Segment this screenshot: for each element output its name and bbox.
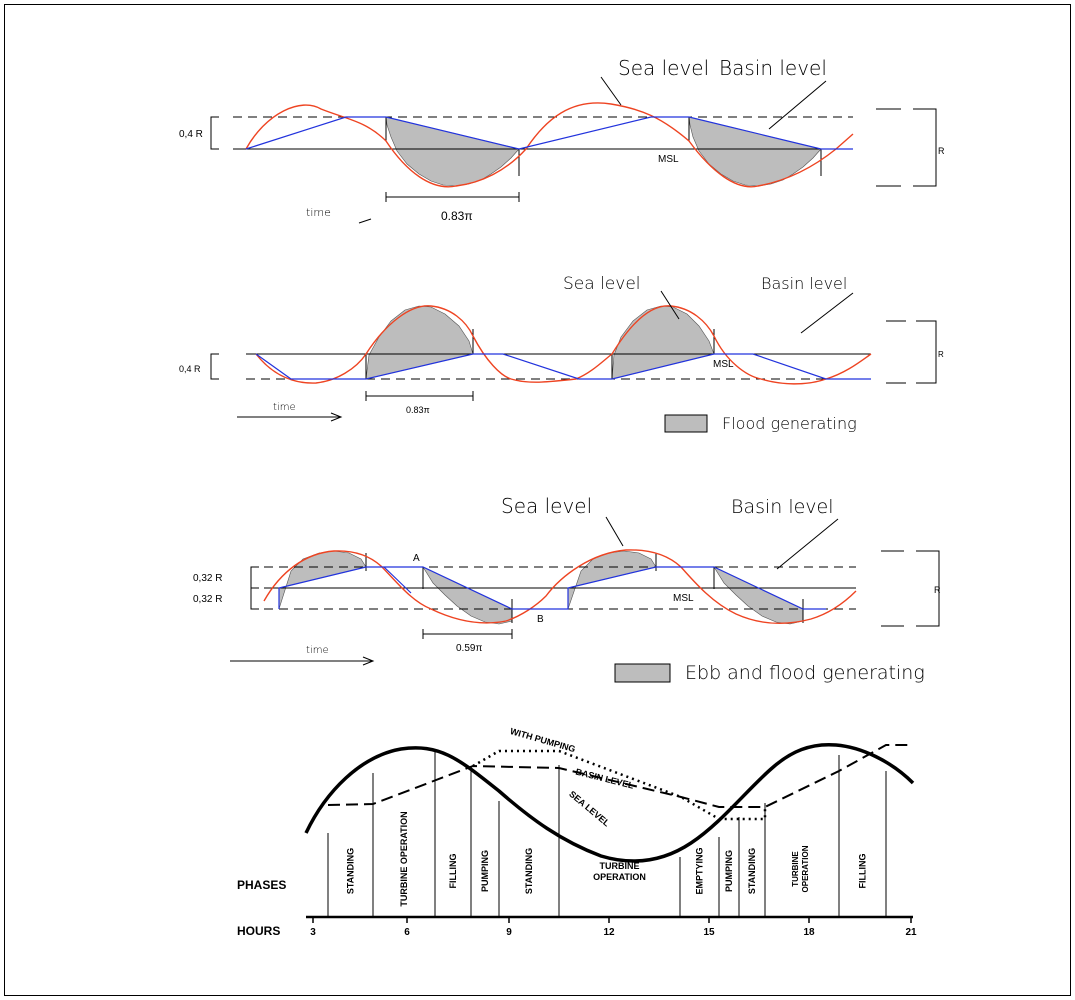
legend-swatch <box>664 414 708 433</box>
phase-label: STANDING <box>524 848 534 894</box>
time-label: time <box>306 645 329 656</box>
msl-label: MSL <box>658 154 679 165</box>
sea-level-leader <box>660 290 680 320</box>
range-bracket <box>886 320 937 384</box>
figure-frame: 0,4 R R Sea level Basin level MSL 0.83π … <box>4 4 1071 996</box>
phase-label: TURBINE <box>791 851 800 887</box>
basin-level-curve <box>245 116 853 150</box>
duration-label: 0.83π <box>441 209 473 223</box>
sea-level-label: Sea level <box>501 494 592 518</box>
panel-ebb-flood-generation: 0,32 R 0,32 R R Sea level Basin level MS… <box>193 494 941 684</box>
phase-label: FILLING <box>448 854 458 889</box>
head-bracket <box>210 116 219 150</box>
sea-level-curve <box>304 742 915 863</box>
legend-label: Ebb and flood generating <box>685 662 925 684</box>
duration-label: 0.59π <box>456 643 482 654</box>
phase-label: PUMPING <box>724 850 734 892</box>
hour-tick-label: 3 <box>310 927 316 938</box>
range-label: R <box>934 585 941 595</box>
hour-tick-label: 15 <box>703 927 715 938</box>
hour-ticks: 3 6 9 12 15 18 21 <box>310 917 917 938</box>
head-bracket <box>210 353 219 380</box>
basin-level-curve <box>327 744 913 808</box>
sea-level-label: SEA LEVEL <box>567 789 612 829</box>
sea-level-leader <box>605 516 624 547</box>
sea-level-label: Sea level <box>563 274 641 294</box>
generation-area <box>385 116 520 187</box>
time-arrow <box>237 412 343 422</box>
phase-label: OPERATION <box>593 872 646 882</box>
generation-area <box>713 566 804 625</box>
generation-area <box>422 566 513 625</box>
basin-level-leader <box>776 518 839 570</box>
basin-level-leader <box>768 80 827 130</box>
phase-label: OPERATION <box>801 845 810 892</box>
phase-label: TURBINE <box>600 861 640 871</box>
phases-label: PHASES <box>237 878 286 892</box>
hour-tick-label: 12 <box>603 927 615 938</box>
phase-label: STANDING <box>747 848 757 894</box>
sea-level-curve <box>245 102 854 188</box>
head-upper-label: 0,32 R <box>193 573 222 584</box>
duration-dimension <box>422 629 513 639</box>
point-b-label: B <box>537 614 544 625</box>
sea-level-leader <box>600 76 622 106</box>
time-label: time <box>273 402 296 413</box>
range-label: R <box>938 350 944 359</box>
range-bracket <box>876 108 937 187</box>
head-bracket <box>250 566 259 610</box>
hour-tick-label: 21 <box>905 927 917 938</box>
basin-level-label: BASIN LEVEL <box>575 767 636 791</box>
basin-level-curve <box>383 566 412 594</box>
phase-label: PUMPING <box>480 850 490 892</box>
basin-level-label: Basin level <box>731 496 834 518</box>
sea-level-label: Sea level <box>618 56 709 80</box>
panel-ebb-generation: 0,4 R R Sea level Basin level MSL 0.83π … <box>179 56 945 224</box>
panel-flood-generation: 0,4 R R Sea level Basin level MSL 0.83π … <box>179 274 944 433</box>
basin-level-label: Basin level <box>719 56 827 80</box>
phase-label: FILLING <box>858 854 868 889</box>
duration-label: 0.83π <box>406 405 430 415</box>
sea-level-curve <box>255 305 872 385</box>
range-bracket <box>881 550 940 627</box>
head-lower-label: 0,32 R <box>193 594 222 605</box>
generation-area <box>567 550 657 610</box>
legend-swatch <box>614 663 671 683</box>
duration-dimension <box>365 391 474 401</box>
legend-label: Flood generating <box>722 414 857 433</box>
phase-labels: STANDING TURBINE OPERATION FILLING PUMPING S… <box>346 811 868 906</box>
hour-tick-label: 9 <box>506 927 512 938</box>
hours-label: HOURS <box>237 924 280 938</box>
tidal-diagram: 0,4 R R Sea level Basin level MSL 0.83π … <box>179 56 945 938</box>
generation-area <box>688 116 822 187</box>
generation-area <box>278 550 367 610</box>
msl-label: MSL <box>673 593 694 604</box>
phase-label: STANDING <box>346 848 356 894</box>
time-arrow <box>358 218 372 224</box>
basin-level-leader <box>800 292 854 334</box>
basin-level-label: Basin level <box>761 274 847 293</box>
range-label: R <box>938 146 945 156</box>
hour-tick-label: 18 <box>803 927 815 938</box>
hour-tick-label: 6 <box>404 927 410 938</box>
point-a-label: A <box>413 553 420 564</box>
head-label: 0,4 R <box>179 364 201 374</box>
phase-label: EMPTYING <box>695 847 705 894</box>
basin-level-curve <box>255 353 871 380</box>
head-label: 0,4 R <box>179 129 203 140</box>
time-label: time <box>306 206 331 219</box>
phase-label: TURBINE OPERATION <box>399 811 409 906</box>
msl-label: MSL <box>713 359 734 370</box>
basin-level-curve <box>278 566 826 610</box>
sea-level-curve <box>263 549 857 624</box>
panel-operation-phases: WITH PUMPING BASIN LEVEL SEA LEVEL STAND… <box>237 726 917 938</box>
duration-dimension <box>385 192 520 202</box>
time-arrow <box>230 656 375 666</box>
